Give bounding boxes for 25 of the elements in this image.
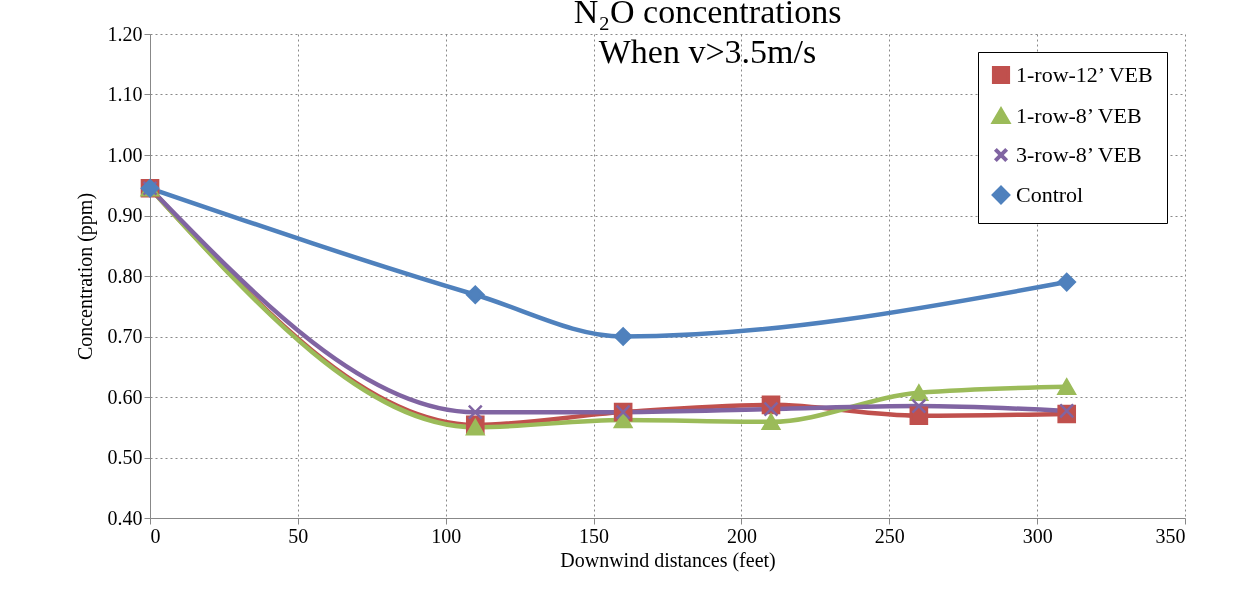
legend-label: Control: [1016, 182, 1084, 207]
y-tick-label: 0.80: [107, 264, 143, 287]
x-tick-label: 350: [1155, 524, 1186, 547]
legend-label: 1-row-12’ VEB: [1016, 62, 1153, 87]
legend-label: 1-row-8’ VEB: [1016, 103, 1142, 128]
text: N₂O concentrations: [573, 0, 842, 30]
y-tick-label: 0.50: [107, 446, 143, 468]
x-axis-title: Downwind distances (feet): [560, 548, 776, 572]
text: When v>3.5m/s: [598, 33, 817, 70]
x-tick-label: 300: [1022, 524, 1053, 547]
x-tick-label: 50: [288, 524, 309, 547]
x-tick-label: 250: [874, 524, 905, 547]
x-tick-label: 200: [726, 524, 757, 547]
y-tick-label: 0.60: [107, 385, 143, 408]
x-tick-label: 100: [431, 524, 462, 547]
y-tick-label: 0.70: [107, 325, 143, 347]
x-tick-label: 0: [150, 524, 161, 547]
legend-label: 3-row-8’ VEB: [1016, 142, 1142, 167]
y-tick-label: 0.90: [107, 204, 143, 226]
y-tick-label: 1.20: [107, 22, 143, 45]
x-tick-label: 150: [579, 524, 610, 547]
y-tick-label: 1.00: [107, 143, 143, 166]
y-tick-label: 0.40: [107, 506, 143, 529]
y-tick-label: 1.10: [107, 83, 143, 105]
y-axis-title: Concentration (ppm): [73, 192, 97, 361]
